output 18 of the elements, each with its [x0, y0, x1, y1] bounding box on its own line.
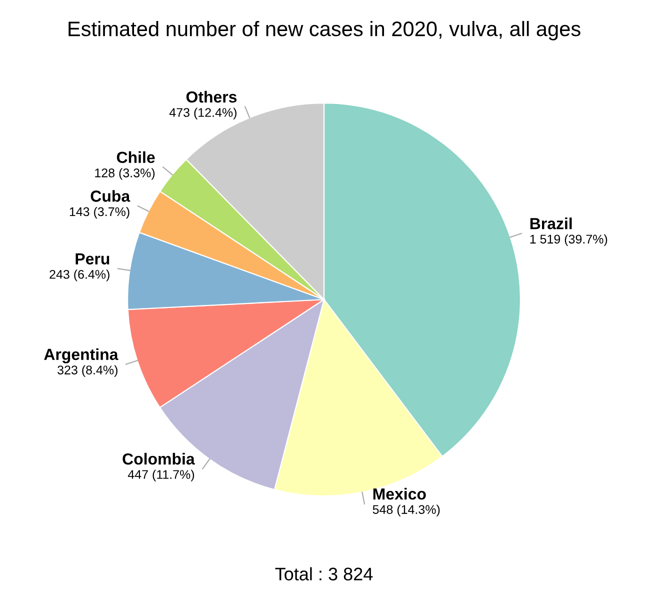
- text: Total : 3 824: [275, 567, 373, 580]
- slice-label: Mexico: [373, 488, 426, 500]
- data-label: 447 (11.7%): [128, 470, 194, 482]
- slice-label: Chile: [116, 151, 155, 164]
- data-label: 128 (3.3%): [95, 168, 155, 180]
- data-label: 1 519 (39.7%): [530, 234, 608, 246]
- chart-title: Estimated number of new cases in 2020, vulva, all ages: [68, 20, 580, 40]
- slice-label: Brazil: [530, 218, 572, 230]
- slice-label: Cuba: [90, 190, 130, 202]
- slice-label: Peru: [76, 253, 110, 265]
- slice-label: Colombia: [122, 452, 195, 465]
- data-label: 473 (12.4%): [169, 108, 236, 120]
- data-label: 143 (3.7%): [70, 206, 130, 219]
- data-label: 548 (14.3%): [372, 504, 440, 516]
- data-label: 323 (8.4%): [58, 365, 118, 377]
- slice-label: Argentina: [44, 348, 118, 364]
- data-label: 243 (6.4%): [50, 270, 110, 282]
- slice-label: Others: [186, 90, 237, 103]
